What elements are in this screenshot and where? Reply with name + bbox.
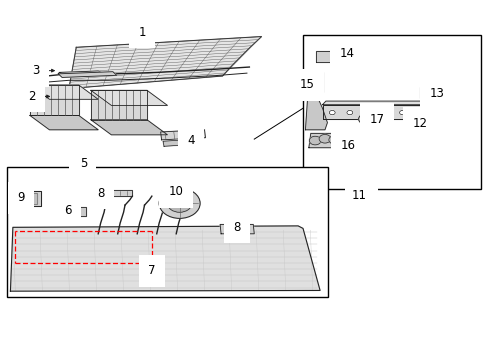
Text: 13: 13	[429, 87, 444, 100]
Circle shape	[399, 111, 405, 115]
Polygon shape	[322, 101, 431, 105]
Text: 9: 9	[18, 192, 25, 204]
Circle shape	[159, 188, 200, 219]
Circle shape	[319, 134, 330, 143]
Polygon shape	[305, 94, 327, 130]
Polygon shape	[69, 37, 261, 89]
Text: 6: 6	[64, 204, 72, 217]
Polygon shape	[304, 76, 311, 89]
Text: 8: 8	[97, 187, 104, 200]
Bar	[6, 167, 328, 297]
Text: 8: 8	[233, 221, 241, 234]
Circle shape	[28, 198, 33, 202]
Circle shape	[364, 111, 369, 115]
Circle shape	[329, 111, 334, 115]
Polygon shape	[316, 51, 331, 62]
Text: 4: 4	[187, 134, 194, 147]
Polygon shape	[322, 105, 428, 119]
Text: 11: 11	[353, 188, 368, 201]
Polygon shape	[14, 193, 37, 204]
Polygon shape	[10, 226, 320, 291]
Polygon shape	[58, 72, 117, 77]
Polygon shape	[10, 191, 41, 206]
Polygon shape	[107, 190, 132, 196]
Circle shape	[167, 194, 191, 212]
Polygon shape	[331, 54, 351, 62]
Text: 17: 17	[369, 113, 384, 126]
Text: 5: 5	[80, 157, 87, 170]
Circle shape	[416, 111, 422, 115]
Text: 1: 1	[138, 26, 145, 39]
Circle shape	[346, 111, 352, 115]
Circle shape	[17, 198, 21, 202]
Text: 12: 12	[412, 117, 427, 130]
Polygon shape	[419, 87, 436, 98]
Text: 11: 11	[351, 189, 366, 202]
Circle shape	[358, 114, 371, 124]
Polygon shape	[220, 225, 254, 234]
Text: 16: 16	[340, 139, 355, 152]
Polygon shape	[163, 139, 195, 146]
Polygon shape	[30, 85, 98, 99]
Polygon shape	[160, 130, 205, 140]
Circle shape	[381, 111, 387, 115]
Text: 3: 3	[32, 64, 40, 77]
Polygon shape	[91, 120, 167, 135]
Polygon shape	[63, 207, 86, 216]
Circle shape	[28, 194, 33, 198]
Circle shape	[174, 200, 184, 207]
Polygon shape	[308, 134, 353, 148]
Text: 2: 2	[28, 90, 36, 103]
Text: 7: 7	[148, 264, 155, 277]
Polygon shape	[59, 71, 103, 75]
Circle shape	[309, 136, 321, 145]
Circle shape	[328, 135, 340, 144]
Text: 14: 14	[339, 46, 354, 59]
Polygon shape	[30, 85, 79, 116]
Text: 5: 5	[79, 157, 86, 170]
Polygon shape	[307, 72, 322, 92]
Circle shape	[17, 194, 21, 198]
Polygon shape	[59, 209, 69, 213]
Text: 15: 15	[299, 78, 314, 91]
Text: 10: 10	[168, 185, 183, 198]
Bar	[303, 35, 480, 189]
Polygon shape	[91, 90, 167, 105]
Polygon shape	[91, 90, 147, 120]
Polygon shape	[30, 116, 98, 130]
